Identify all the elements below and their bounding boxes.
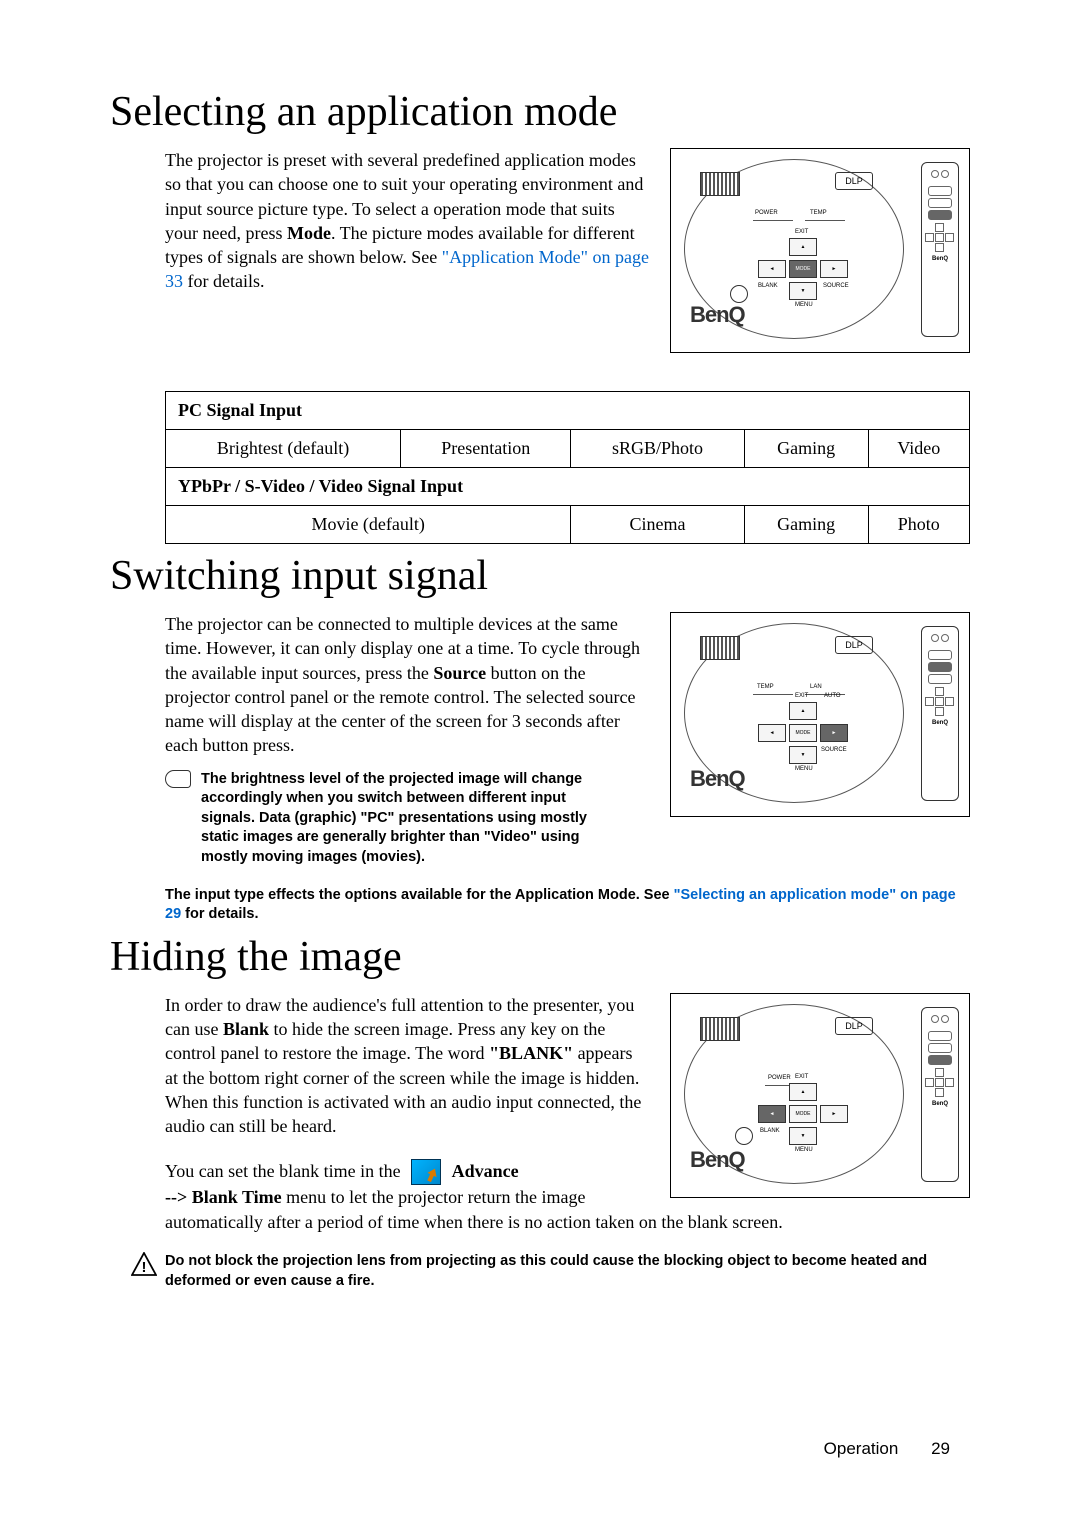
advance-icon (411, 1159, 441, 1185)
source-word: Source (433, 663, 486, 683)
blank-quoted: "BLANK" (489, 1043, 573, 1063)
dlp-badge: DLP (835, 1017, 873, 1035)
text: for details. (181, 906, 258, 922)
table-header: PC Signal Input (166, 392, 970, 430)
table-cell: Gaming (744, 506, 868, 544)
table-cell: Gaming (744, 430, 868, 468)
warning-icon: ! (131, 1252, 157, 1276)
mode-word: Mode (287, 223, 331, 243)
mode-panel-figure: DLP POWER TEMP ▲ MODE ◄ ► ▼ BLANK EXIT S… (670, 148, 970, 353)
table-cell: Presentation (401, 430, 571, 468)
table-header: YPbPr / S-Video / Video Signal Input (166, 468, 970, 506)
lens-warning: Do not block the projection lens from pr… (165, 1252, 970, 1291)
table-cell: Movie (default) (166, 506, 571, 544)
text: You can set the blank time in the (165, 1161, 405, 1181)
section-heading: Switching input signal (110, 552, 970, 600)
blank-word: Blank (223, 1019, 269, 1039)
svg-text:!: ! (142, 1259, 147, 1276)
blank-time-label: --> Blank Time (165, 1187, 282, 1207)
benq-logo: BenQ (690, 302, 745, 328)
table-cell: Photo (868, 506, 969, 544)
section-heading: Hiding the image (110, 933, 970, 981)
table-cell: sRGB/Photo (571, 430, 744, 468)
remote-figure: BenQ (921, 626, 959, 801)
blank-panel-figure: DLP POWER ▲ MODE ◄ ► ▼ BLANK EXIT MENU B… (670, 993, 970, 1198)
remote-figure: BenQ (921, 162, 959, 337)
page-number: 29 (931, 1439, 950, 1458)
note-icon (165, 770, 193, 792)
table-cell: Cinema (571, 506, 744, 544)
source-panel-figure: DLP TEMP LAN ▲ MODE ◄ ► ▼ EXIT MENU SOUR… (670, 612, 970, 817)
benq-logo: BenQ (690, 1147, 745, 1173)
text: for details. (183, 271, 264, 291)
table-cell: Brightest (default) (166, 430, 401, 468)
dlp-badge: DLP (835, 172, 873, 190)
remote-figure: BenQ (921, 1007, 959, 1182)
application-mode-table: PC Signal Input Brightest (default) Pres… (165, 391, 970, 544)
table-cell: Video (868, 430, 969, 468)
page-footer: Operation 29 (824, 1439, 950, 1459)
brightness-note: The brightness level of the projected im… (201, 770, 595, 868)
section-heading: Selecting an application mode (110, 88, 970, 136)
benq-logo: BenQ (690, 766, 745, 792)
text: The input type effects the options avail… (165, 887, 674, 903)
advance-word: Advance (452, 1161, 519, 1181)
dlp-badge: DLP (835, 636, 873, 654)
footer-section: Operation (824, 1439, 899, 1458)
